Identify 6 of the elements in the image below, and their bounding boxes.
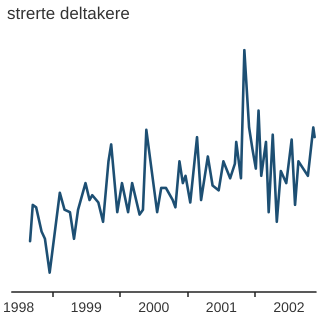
- chart-title: strerte deltakere: [7, 4, 130, 23]
- x-tick-label: 2000: [138, 299, 170, 315]
- x-tick-label: 2002: [273, 299, 305, 315]
- x-tick-label: 2001: [206, 299, 238, 315]
- x-tick-label: 1998: [2, 299, 34, 315]
- x-tick-label: 1999: [70, 299, 102, 315]
